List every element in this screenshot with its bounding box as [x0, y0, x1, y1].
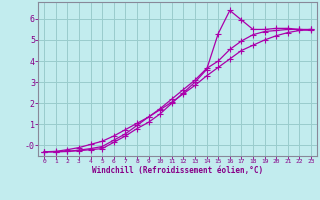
X-axis label: Windchill (Refroidissement éolien,°C): Windchill (Refroidissement éolien,°C): [92, 166, 263, 175]
